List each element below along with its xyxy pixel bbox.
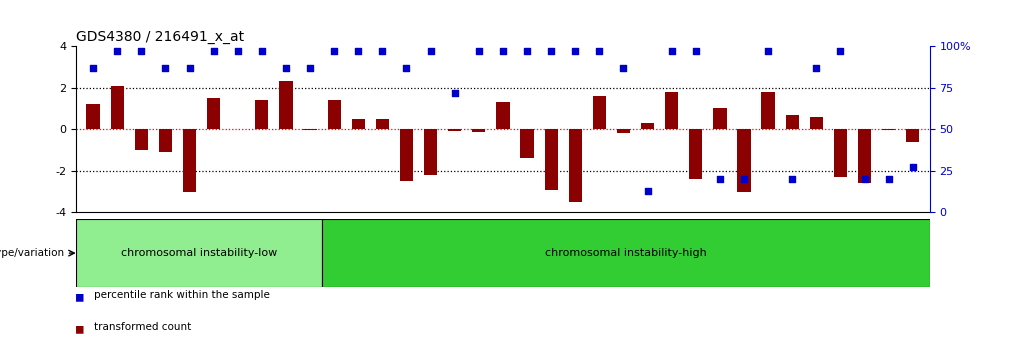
Point bbox=[736, 176, 752, 182]
Bar bbox=[158, 129, 172, 152]
Text: transformed count: transformed count bbox=[94, 322, 192, 332]
Bar bbox=[472, 129, 486, 132]
Bar bbox=[322, 219, 930, 287]
Point bbox=[567, 48, 583, 54]
Text: ■: ■ bbox=[76, 290, 83, 303]
Point bbox=[832, 48, 848, 54]
Bar bbox=[183, 129, 196, 192]
Point bbox=[423, 48, 439, 54]
Point bbox=[277, 65, 294, 70]
Point bbox=[760, 48, 776, 54]
Point bbox=[470, 48, 487, 54]
Point bbox=[326, 48, 342, 54]
Bar bbox=[327, 100, 340, 129]
Bar bbox=[255, 100, 268, 129]
Point bbox=[374, 48, 390, 54]
Bar bbox=[304, 129, 317, 130]
Bar bbox=[713, 108, 726, 129]
Point bbox=[351, 48, 367, 54]
Bar bbox=[279, 81, 293, 129]
Point bbox=[663, 48, 680, 54]
Point bbox=[688, 48, 704, 54]
Point bbox=[254, 48, 270, 54]
Point bbox=[182, 65, 198, 70]
Text: GDS4380 / 216491_x_at: GDS4380 / 216491_x_at bbox=[76, 30, 244, 44]
Bar bbox=[376, 119, 389, 129]
Bar bbox=[761, 92, 775, 129]
Bar bbox=[569, 129, 582, 202]
Point bbox=[591, 48, 608, 54]
Bar bbox=[207, 98, 220, 129]
Bar bbox=[448, 129, 461, 131]
Point bbox=[447, 90, 463, 96]
Point bbox=[133, 48, 149, 54]
Bar bbox=[665, 92, 679, 129]
Point bbox=[712, 176, 728, 182]
Bar bbox=[76, 219, 322, 287]
Bar bbox=[592, 96, 606, 129]
Bar bbox=[520, 129, 533, 158]
Point bbox=[881, 176, 897, 182]
Bar bbox=[882, 129, 895, 130]
Bar bbox=[135, 129, 148, 150]
Bar bbox=[617, 129, 630, 133]
Bar bbox=[111, 86, 124, 129]
Point bbox=[157, 65, 174, 70]
Bar bbox=[738, 129, 751, 192]
Point bbox=[616, 65, 632, 70]
Point bbox=[784, 176, 801, 182]
Bar bbox=[86, 104, 100, 129]
Point bbox=[495, 48, 511, 54]
Point bbox=[109, 48, 125, 54]
Text: chromosomal instability-low: chromosomal instability-low bbox=[121, 248, 277, 258]
Text: genotype/variation: genotype/variation bbox=[0, 248, 64, 258]
Text: ■: ■ bbox=[76, 322, 83, 335]
Bar bbox=[545, 129, 558, 189]
Bar bbox=[496, 102, 510, 129]
Point bbox=[808, 65, 824, 70]
Bar bbox=[785, 115, 799, 129]
Bar bbox=[858, 129, 871, 183]
Point bbox=[543, 48, 559, 54]
Point bbox=[856, 176, 873, 182]
Bar bbox=[834, 129, 847, 177]
Text: percentile rank within the sample: percentile rank within the sample bbox=[94, 290, 270, 300]
Bar bbox=[689, 129, 702, 179]
Point bbox=[519, 48, 535, 54]
Point bbox=[85, 65, 102, 70]
Bar bbox=[641, 123, 654, 129]
Point bbox=[639, 188, 655, 194]
Bar bbox=[906, 129, 919, 142]
Point bbox=[904, 165, 920, 170]
Bar bbox=[400, 129, 414, 181]
Bar bbox=[424, 129, 437, 175]
Bar bbox=[810, 117, 823, 129]
Point bbox=[205, 48, 221, 54]
Point bbox=[302, 65, 318, 70]
Point bbox=[230, 48, 246, 54]
Text: chromosomal instability-high: chromosomal instability-high bbox=[545, 248, 707, 258]
Point bbox=[398, 65, 415, 70]
Bar bbox=[352, 119, 365, 129]
